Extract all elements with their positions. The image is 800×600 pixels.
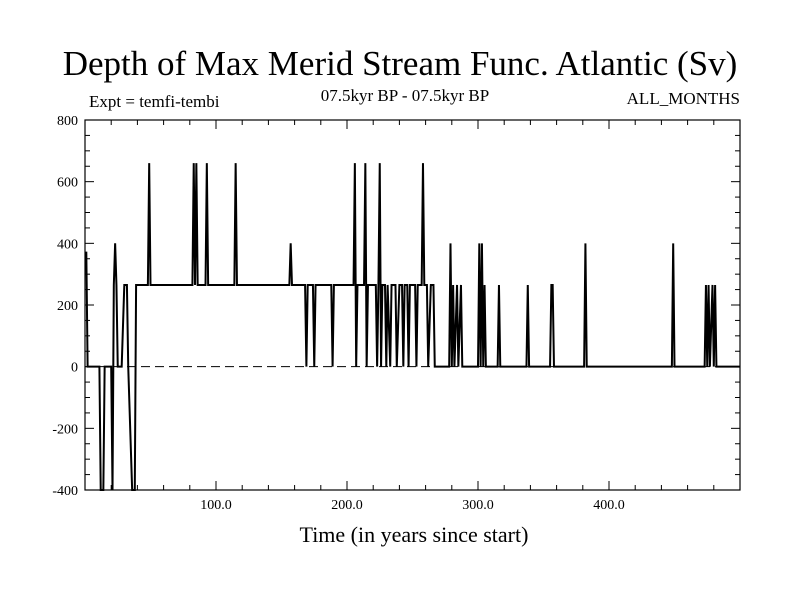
x-tick-label: 200.0	[331, 498, 363, 513]
chart-title: Depth of Max Merid Stream Func. Atlantic…	[62, 44, 738, 83]
plot-area-frame	[84, 119, 741, 491]
x-axis-label: Time (in years since start)	[299, 522, 529, 547]
y-tick-label: 0	[71, 361, 78, 376]
data-series-line	[85, 163, 740, 491]
experiment-label: Expt = temfi-tembi	[89, 92, 220, 111]
period-label: 07.5kyr BP - 07.5kyr BP	[320, 86, 490, 105]
y-tick-label: 200	[57, 299, 78, 314]
y-tick-label: 800	[57, 114, 78, 129]
x-tick-label: 300.0	[462, 498, 494, 513]
x-tick-label: 100.0	[200, 498, 232, 513]
x-tick-label: 400.0	[593, 498, 625, 513]
months-label: ALL_MONTHS	[626, 89, 740, 108]
axis-tick-labels: 100.0 200.0 300.0 400.0 -400 -200 0 200 400 600 80…	[52, 114, 624, 513]
y-tick-label: -400	[52, 484, 78, 499]
y-tick-label: 400	[57, 237, 78, 252]
y-tick-label: 600	[57, 176, 78, 191]
axis-ticks	[85, 120, 740, 490]
y-tick-label: -200	[52, 422, 78, 437]
